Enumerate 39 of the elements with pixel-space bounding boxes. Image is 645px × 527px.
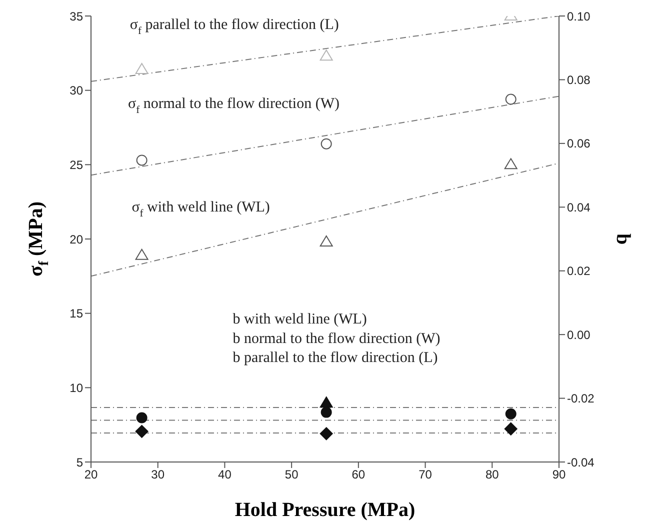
point (505, 94, 516, 105)
x-tick-label: 20 (84, 468, 98, 482)
annotation: σ$_{f}$ with weld line (WL) (132, 200, 270, 220)
annotation: b normal to the flow direction (W) (232, 331, 440, 348)
annotation: b with weld line (WL) (232, 312, 367, 328)
y2-tick-label: 0.04 (567, 200, 591, 214)
y-tick-label: 10 (70, 380, 84, 395)
y2-tick-label: 0.08 (567, 72, 591, 87)
y2-tick-label: 0.02 (567, 264, 591, 278)
x-tick-label: 80 (485, 468, 500, 482)
y2-tick-label: -0.04 (567, 455, 595, 470)
point (136, 154, 148, 166)
y-tick-label: 20 (70, 232, 84, 246)
point (320, 50, 333, 61)
y2-tick-label: -0.02 (567, 392, 595, 406)
x-tick-label: 70 (418, 468, 432, 482)
point (504, 158, 518, 170)
x-tick-label: 40 (218, 468, 232, 482)
y-tick-label: 35 (70, 9, 84, 24)
y2-tick-label: 0.06 (567, 136, 591, 151)
point (320, 138, 332, 150)
x-tick-label: 30 (151, 468, 165, 482)
point (320, 235, 333, 246)
x-tick-label: 90 (552, 468, 566, 482)
x-tick-label: 50 (284, 468, 299, 482)
annotation: σ$_{f}$ parallel to the flow direction (L) (130, 17, 339, 37)
y2-axis-title: b (612, 233, 634, 245)
y2-tick-label: 0.10 (567, 9, 591, 24)
y-tick-label: 25 (70, 158, 84, 172)
point (135, 248, 148, 260)
annotation: σ$_{f}$ normal to the flow direction (W) (128, 96, 340, 116)
y2-tick-label: 0.00 (567, 328, 591, 342)
y-tick-label: 15 (70, 306, 84, 321)
point (135, 63, 148, 74)
y-tick-label: 5 (76, 455, 84, 470)
annotation: b parallel to the flow direction (L) (232, 350, 438, 366)
x-tick-label: 60 (352, 468, 366, 482)
y-tick-label: 30 (70, 84, 84, 98)
x-axis-title: Hold Pressure (MPa) (234, 499, 416, 521)
